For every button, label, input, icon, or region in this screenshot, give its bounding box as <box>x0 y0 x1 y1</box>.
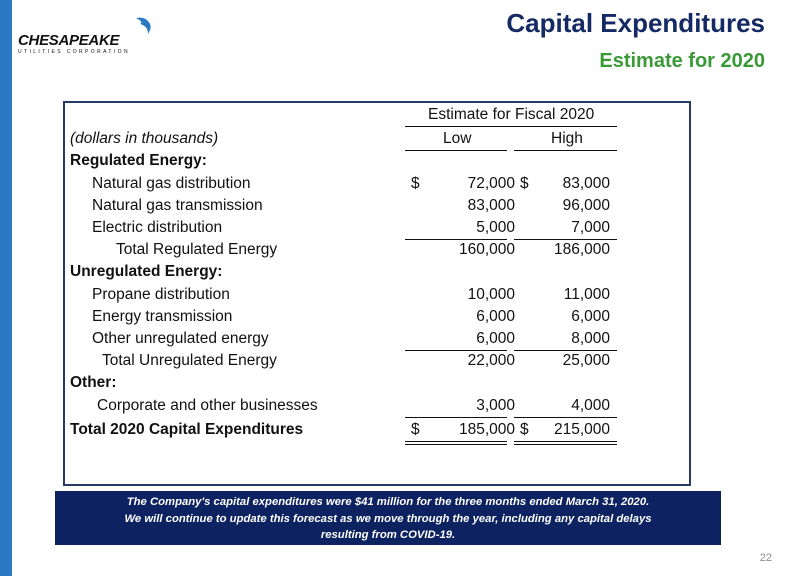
info-banner: The Company's capital expenditures were … <box>55 491 721 545</box>
low-value: 5,000 <box>476 219 515 236</box>
low-value: 6,000 <box>476 308 515 325</box>
row-label: Natural gas distribution <box>92 175 251 192</box>
row-label: Total Regulated Energy <box>116 241 278 258</box>
capex-table-box <box>63 101 691 486</box>
dollar-sign: $ <box>520 421 529 438</box>
sum-rule <box>405 441 507 442</box>
dollar-sign: $ <box>411 175 420 192</box>
banner-line-1: The Company's capital expenditures were … <box>126 496 650 508</box>
page-title: Capital Expenditures <box>506 8 765 38</box>
low-value: 6,000 <box>476 330 515 347</box>
row-label: Energy transmission <box>92 308 233 325</box>
high-value: 4,000 <box>571 397 610 414</box>
row-label: Regulated Energy: <box>70 152 207 169</box>
row-label: Natural gas transmission <box>92 197 263 214</box>
sum-rule <box>405 239 507 240</box>
page-subtitle: Estimate for 2020 <box>599 50 765 72</box>
dollar-sign: $ <box>520 175 529 192</box>
bird-logo-icon <box>136 17 151 34</box>
low-value: 83,000 <box>467 197 515 214</box>
col-high-header: High <box>551 130 583 147</box>
low-value: 160,000 <box>458 241 515 258</box>
banner-line-2: We will continue to update this forecast… <box>124 512 652 525</box>
logo-subtext: UTILITIES CORPORATION <box>18 49 130 55</box>
high-value: 186,000 <box>553 241 610 258</box>
row-label: Other: <box>70 374 117 391</box>
low-value: 22,000 <box>467 352 515 369</box>
col-low-header: Low <box>443 130 472 147</box>
sum-rule <box>514 441 617 442</box>
row-label: Electric distribution <box>92 219 223 236</box>
high-value: 11,000 <box>563 286 610 303</box>
row-label: Total 2020 Capital Expenditures <box>70 421 304 438</box>
logo-wordmark: CHESAPEAKE <box>18 32 120 49</box>
sum-rule <box>514 444 617 445</box>
low-value: 10,000 <box>467 286 515 303</box>
low-value: 3,000 <box>476 397 515 414</box>
high-header-rule <box>514 150 617 151</box>
company-logo: CHESAPEAKE UTILITIES CORPORATION <box>18 16 151 55</box>
high-value: 8,000 <box>571 330 610 347</box>
high-value: 215,000 <box>553 421 610 438</box>
banner-line-3: resulting from COVID-19. <box>320 529 456 541</box>
sum-rule <box>514 350 617 351</box>
sidebar-accent-bar <box>0 0 12 576</box>
table-header: Estimate for Fiscal 2020 <box>428 106 595 123</box>
sum-rule <box>405 417 507 418</box>
low-header-rule <box>405 150 507 151</box>
high-value: 7,000 <box>571 219 610 236</box>
row-label: Total Unregulated Energy <box>102 352 277 369</box>
header-rule <box>405 126 617 127</box>
low-value: 185,000 <box>458 421 515 438</box>
sum-rule <box>405 350 507 351</box>
high-value: 6,000 <box>571 308 610 325</box>
sum-rule <box>405 444 507 445</box>
row-label: Propane distribution <box>92 286 230 303</box>
sum-rule <box>514 417 617 418</box>
page-number: 22 <box>759 552 772 564</box>
dollar-sign: $ <box>411 421 420 438</box>
units-label: (dollars in thousands) <box>70 130 219 147</box>
row-label: Unregulated Energy: <box>70 263 223 280</box>
high-value: 25,000 <box>562 352 610 369</box>
high-value: 96,000 <box>562 197 610 214</box>
high-value: 83,000 <box>562 175 610 192</box>
low-value: 72,000 <box>467 175 515 192</box>
row-label: Corporate and other businesses <box>97 397 318 414</box>
row-label: Other unregulated energy <box>92 330 269 347</box>
sum-rule <box>514 239 617 240</box>
